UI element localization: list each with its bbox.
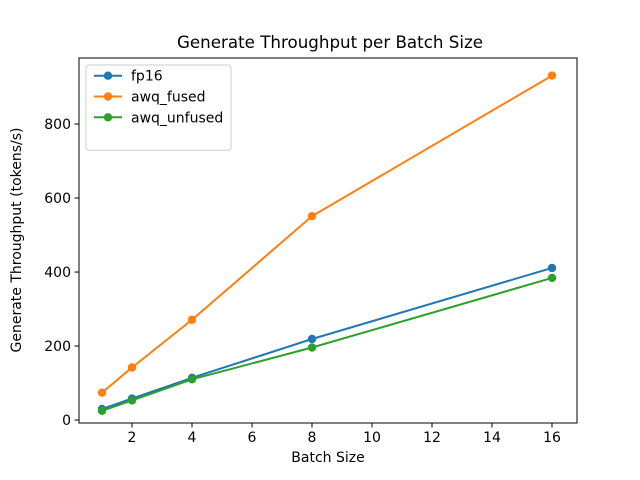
legend-marker-fp16 xyxy=(103,71,113,80)
x-tick-label: 16 xyxy=(543,430,561,446)
x-tick-label: 8 xyxy=(308,430,317,446)
x-axis-label: Batch Size xyxy=(291,450,364,466)
y-tick-label: 0 xyxy=(62,413,71,429)
series-marker-awq_fused xyxy=(127,363,137,372)
x-tick-label: 12 xyxy=(423,430,441,446)
legend-marker-awq_unfused xyxy=(103,113,113,122)
legend-label-awq_unfused: awq_unfused xyxy=(131,110,223,126)
axes: 2 4 6 8 10 12 14 16 0 200 400 600 800 xyxy=(44,57,578,446)
series-marker-fp16 xyxy=(547,263,557,273)
y-axis-label: Generate Throughput (tokens/s) xyxy=(9,128,25,353)
chart-title: Generate Throughput per Batch Size xyxy=(177,32,483,52)
legend-box xyxy=(85,64,232,151)
y-tick-label: 800 xyxy=(44,117,71,133)
legend-marker-awq_fused xyxy=(103,92,113,101)
x-tick-label: 6 xyxy=(248,430,257,446)
series-marker-awq_unfused xyxy=(307,343,317,352)
legend-label-awq_fused: awq_fused xyxy=(131,90,206,106)
series-line-awq_unfused xyxy=(101,276,554,412)
y-tick-label: 400 xyxy=(44,265,71,281)
series-group xyxy=(97,71,557,415)
y-tick-label: 200 xyxy=(44,339,71,355)
series-marker-awq_unfused xyxy=(187,375,197,384)
x-tick-label: 4 xyxy=(188,430,197,446)
series-marker-awq_unfused xyxy=(127,396,137,405)
legend: fp16 awq_fused awq_unfused xyxy=(85,64,232,151)
series-marker-awq_fused xyxy=(547,71,557,80)
x-tick-label: 2 xyxy=(128,430,137,446)
series-marker-awq_fused xyxy=(187,315,197,324)
y-tick-label: 600 xyxy=(44,191,71,207)
series-marker-fp16 xyxy=(307,334,317,344)
series-marker-awq_unfused xyxy=(547,273,557,283)
x-tick-label: 14 xyxy=(483,430,501,446)
legend-label-fp16: fp16 xyxy=(131,69,163,85)
series-marker-awq_unfused xyxy=(97,406,107,415)
series-marker-awq_fused xyxy=(97,388,107,397)
series-marker-awq_fused xyxy=(307,211,317,221)
plot-border xyxy=(78,57,578,424)
x-tick-label: 10 xyxy=(363,430,381,446)
